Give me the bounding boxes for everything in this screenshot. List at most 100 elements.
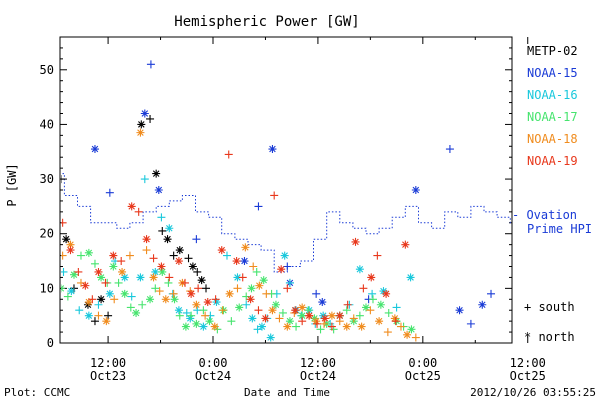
star-mark [342, 322, 351, 331]
star-mark [310, 314, 319, 323]
star-mark [210, 322, 219, 331]
star-mark [232, 257, 241, 266]
plus-mark [6, 290, 14, 298]
star-mark [268, 145, 277, 154]
star-mark [62, 235, 71, 244]
data-marks [0, 60, 496, 342]
plus-mark [343, 300, 352, 309]
star-mark [257, 322, 266, 331]
plus-mark [40, 164, 48, 172]
star-mark [192, 319, 201, 328]
star-mark [406, 273, 415, 282]
plus-mark [194, 284, 203, 293]
star-mark [84, 311, 93, 320]
x-tick-date: Oct25 [405, 369, 441, 383]
star-mark [240, 257, 249, 266]
ovation-step-path [61, 173, 511, 273]
plus-mark [222, 251, 231, 260]
legend-ovation-line2: Prime HPI [527, 222, 592, 236]
star-mark [118, 267, 127, 276]
star-mark [90, 145, 99, 154]
star-mark [32, 159, 40, 167]
star-mark [170, 295, 179, 304]
plus-mark [283, 262, 292, 271]
plus-mark [487, 289, 496, 298]
star-mark [69, 270, 78, 279]
plus-mark [192, 235, 201, 244]
plus-mark [110, 295, 119, 304]
plus-mark [327, 322, 336, 331]
star-mark [271, 300, 280, 309]
plus-mark [383, 328, 392, 337]
legend-item: METP-02 [527, 44, 578, 58]
star-mark [152, 169, 161, 178]
star-mark [312, 317, 321, 326]
star-mark [318, 298, 327, 307]
plus-mark [126, 303, 135, 312]
y-tick-label: 40 [40, 117, 54, 131]
star-mark [84, 248, 93, 257]
series-noaa-15 [32, 60, 496, 328]
star-mark [407, 325, 416, 334]
x-tick-time: 0:00 [199, 356, 228, 370]
star-mark [1, 219, 9, 227]
star-mark [248, 314, 257, 323]
legend-item: NOAA-18 [527, 132, 578, 146]
star-mark [283, 322, 292, 331]
x-tick-date: Oct24 [300, 369, 336, 383]
plus-mark [88, 295, 97, 304]
plus-mark [23, 265, 31, 273]
legend-item: NOAA-16 [527, 88, 578, 102]
star-mark [246, 295, 255, 304]
series-metp-02 [1, 114, 211, 326]
plus-mark [0, 230, 6, 238]
star-mark [357, 322, 366, 331]
plus-mark [373, 251, 382, 260]
plus-mark [114, 278, 123, 287]
star-mark [97, 273, 106, 282]
star-mark [0, 235, 8, 243]
star-mark [10, 263, 18, 271]
star-mark [188, 262, 197, 271]
plus-mark [254, 202, 263, 211]
plus-mark [182, 308, 191, 317]
x-axis-label: Date and Time [244, 386, 330, 399]
star-mark [305, 311, 314, 320]
plus-mark [61, 267, 68, 276]
star-mark [375, 317, 384, 326]
plus-mark [149, 254, 158, 263]
star-mark [186, 314, 195, 323]
plus-mark [101, 278, 110, 287]
star-mark [376, 300, 385, 309]
star-mark [151, 267, 160, 276]
star-mark [120, 273, 129, 282]
star-mark [161, 295, 170, 304]
plus-mark [142, 246, 151, 255]
plus-mark [6, 241, 14, 249]
marker-key-north: * north [524, 330, 575, 344]
star-mark [403, 330, 412, 339]
plus-mark [233, 284, 242, 293]
star-mark [261, 314, 270, 323]
star-mark [217, 246, 226, 255]
plus-mark [165, 273, 174, 282]
plus-mark [349, 314, 358, 323]
star-mark [66, 246, 75, 255]
plus-mark [292, 322, 301, 331]
x-tick-date: Oct23 [90, 369, 126, 383]
star-mark [140, 109, 149, 118]
plus-mark [75, 306, 84, 315]
star-mark [351, 237, 360, 246]
star-mark [382, 289, 391, 298]
plus-mark [21, 189, 29, 197]
plus-mark [22, 276, 30, 284]
plus-mark [275, 314, 284, 323]
star-mark [199, 322, 208, 331]
star-mark [335, 311, 344, 320]
y-tick-label: 0 [47, 336, 54, 350]
axes: 0102030405012:00Oct230:00Oct2412:00Oct24… [40, 36, 546, 383]
star-mark [50, 211, 58, 219]
y-tick-label: 10 [40, 281, 54, 295]
star-mark [13, 279, 21, 287]
star-mark [163, 235, 172, 244]
